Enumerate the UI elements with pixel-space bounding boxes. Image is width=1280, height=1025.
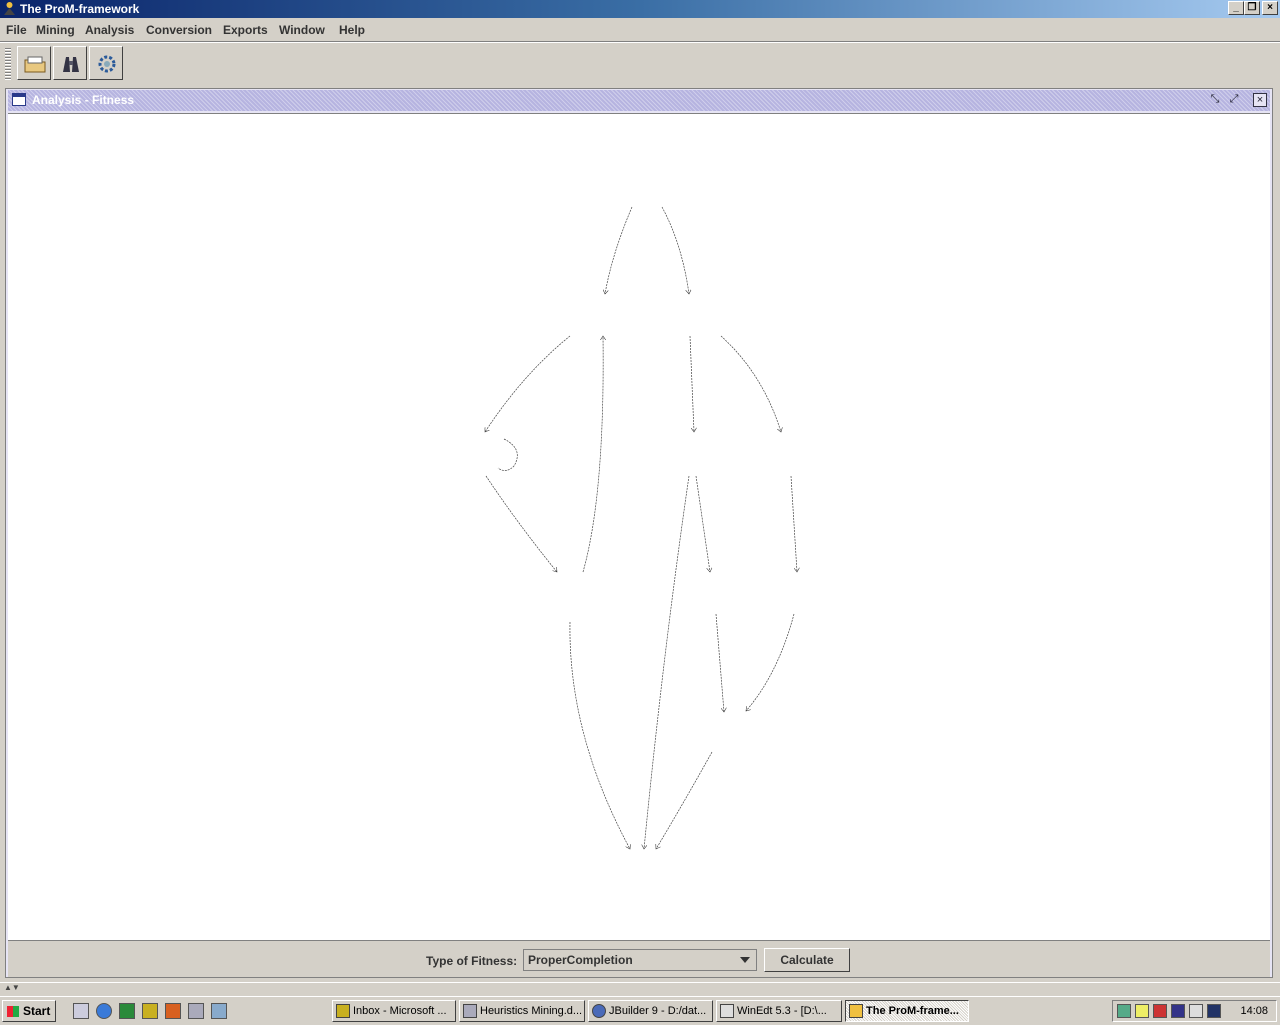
frame-maximize-button[interactable]: ⤢: [1229, 93, 1239, 105]
graph-edge: [569, 621, 630, 849]
task-inbox[interactable]: Inbox - Microsoft ...: [332, 1000, 456, 1022]
graph-edge: [746, 613, 795, 711]
fitness-panel: Type of Fitness: ProperCompletion Calcul…: [8, 940, 1270, 977]
taskbar: Start Inbox - Microsoft ... Heuristics M…: [0, 996, 1280, 1025]
graph-edge: [720, 335, 781, 432]
menu-mining[interactable]: Mining: [36, 23, 75, 37]
frame-title: Analysis - Fitness: [32, 93, 135, 107]
graph-edge: [582, 336, 603, 573]
restore-button[interactable]: ❐: [1244, 1, 1260, 15]
quicklaunch-outlook-icon[interactable]: [142, 1003, 158, 1019]
graph-edge: [689, 335, 694, 432]
graph-edge: [644, 475, 690, 849]
start-button[interactable]: Start: [2, 1000, 56, 1022]
task-label: The ProM-frame...: [866, 1005, 959, 1017]
menu-file[interactable]: File: [6, 23, 27, 37]
graph-canvas[interactable]: [8, 113, 1270, 941]
process-graph: [8, 206, 1270, 941]
volume-icon[interactable]: [1135, 1004, 1149, 1018]
winedt-icon: [720, 1004, 734, 1018]
graph-edge: [656, 751, 713, 849]
task-label: Inbox - Microsoft ...: [353, 1005, 447, 1017]
menu-analysis[interactable]: Analysis: [85, 23, 135, 37]
menu-help[interactable]: Help: [339, 23, 366, 37]
folder-icon: [24, 56, 46, 73]
graph-edge: [715, 613, 724, 712]
antivirus-icon[interactable]: [1153, 1004, 1167, 1018]
menu-window[interactable]: Window: [279, 23, 325, 37]
fitness-type-label: Type of Fitness:: [426, 954, 518, 968]
graph-edge: [485, 335, 571, 432]
start-label: Start: [23, 1004, 51, 1018]
graph-edge: [485, 475, 557, 572]
quicklaunch-excel-icon[interactable]: [119, 1003, 135, 1019]
fitness-type-value: ProperCompletion: [528, 953, 633, 967]
minimize-button[interactable]: _: [1228, 1, 1244, 15]
task-label: Heuristics Mining.d...: [480, 1005, 583, 1017]
mining-button[interactable]: [53, 46, 87, 80]
messenger-icon[interactable]: [1207, 1004, 1221, 1018]
task-jbuilder[interactable]: JBuilder 9 - D:/dat...: [588, 1000, 713, 1022]
quicklaunch-word-icon[interactable]: [188, 1003, 204, 1019]
network-icon[interactable]: [1117, 1004, 1131, 1018]
app-title-bar[interactable]: The ProM-framework _ ❐ ×: [0, 0, 1280, 18]
windows-logo-icon: [7, 1006, 19, 1017]
frame-close-button[interactable]: ×: [1253, 93, 1267, 107]
task-prom-framework[interactable]: The ProM-frame...: [845, 1000, 969, 1022]
binoculars-icon: [63, 57, 79, 72]
system-tray: 14:08: [1112, 1000, 1277, 1022]
jbuilder-icon: [592, 1004, 606, 1018]
close-button[interactable]: ×: [1262, 1, 1278, 15]
clock[interactable]: 14:08: [1240, 1005, 1268, 1017]
menu-conversion[interactable]: Conversion: [146, 23, 213, 37]
chevron-down-icon: [740, 957, 750, 963]
menu-bar: File Mining Analysis Conversion Exports …: [0, 19, 1280, 42]
shield-icon[interactable]: [1171, 1004, 1185, 1018]
calculate-button[interactable]: Calculate: [764, 948, 850, 972]
frame-iconify-button[interactable]: ⤡: [1210, 93, 1220, 105]
task-heuristics-mining[interactable]: Heuristics Mining.d...: [459, 1000, 585, 1022]
graph-edge: [790, 475, 797, 572]
task-winedt[interactable]: WinEdt 5.3 - [D:\...: [716, 1000, 842, 1022]
conversion-button[interactable]: [89, 46, 123, 80]
quicklaunch-ie-icon[interactable]: [96, 1003, 112, 1019]
outlook-icon: [336, 1004, 350, 1018]
app-title: The ProM-framework: [20, 2, 140, 16]
fitness-type-select[interactable]: ProperCompletion: [523, 949, 757, 971]
task-label: JBuilder 9 - D:/dat...: [609, 1005, 707, 1017]
quicklaunch-powerpoint-icon[interactable]: [165, 1003, 181, 1019]
graph-self-loop: [497, 438, 518, 471]
frame-title-bar[interactable]: Analysis - Fitness ⤡ ⤢ ×: [8, 90, 1270, 111]
graph-edge: [661, 206, 689, 294]
window-icon: [12, 93, 26, 106]
scroll-left-icon[interactable]: ▲▼: [4, 983, 20, 992]
open-log-button[interactable]: [17, 46, 51, 80]
gears-icon: [98, 55, 116, 73]
quicklaunch-search-icon[interactable]: [211, 1003, 227, 1019]
prom-logo-icon: [4, 2, 15, 15]
task-label: WinEdt 5.3 - [D:\...: [737, 1005, 827, 1017]
toolbar: [0, 42, 1280, 85]
quicklaunch-desktop-icon[interactable]: [73, 1003, 89, 1019]
menu-exports[interactable]: Exports: [223, 23, 268, 37]
graph-edge: [605, 206, 633, 294]
graph-edge: [695, 475, 710, 572]
tools-icon[interactable]: [1189, 1004, 1203, 1018]
toolbar-grip[interactable]: [5, 48, 11, 81]
prom-logo-icon: [849, 1004, 863, 1018]
desktop-scroll-strip[interactable]: ▲▼: [0, 982, 1280, 995]
word-icon: [463, 1004, 477, 1018]
